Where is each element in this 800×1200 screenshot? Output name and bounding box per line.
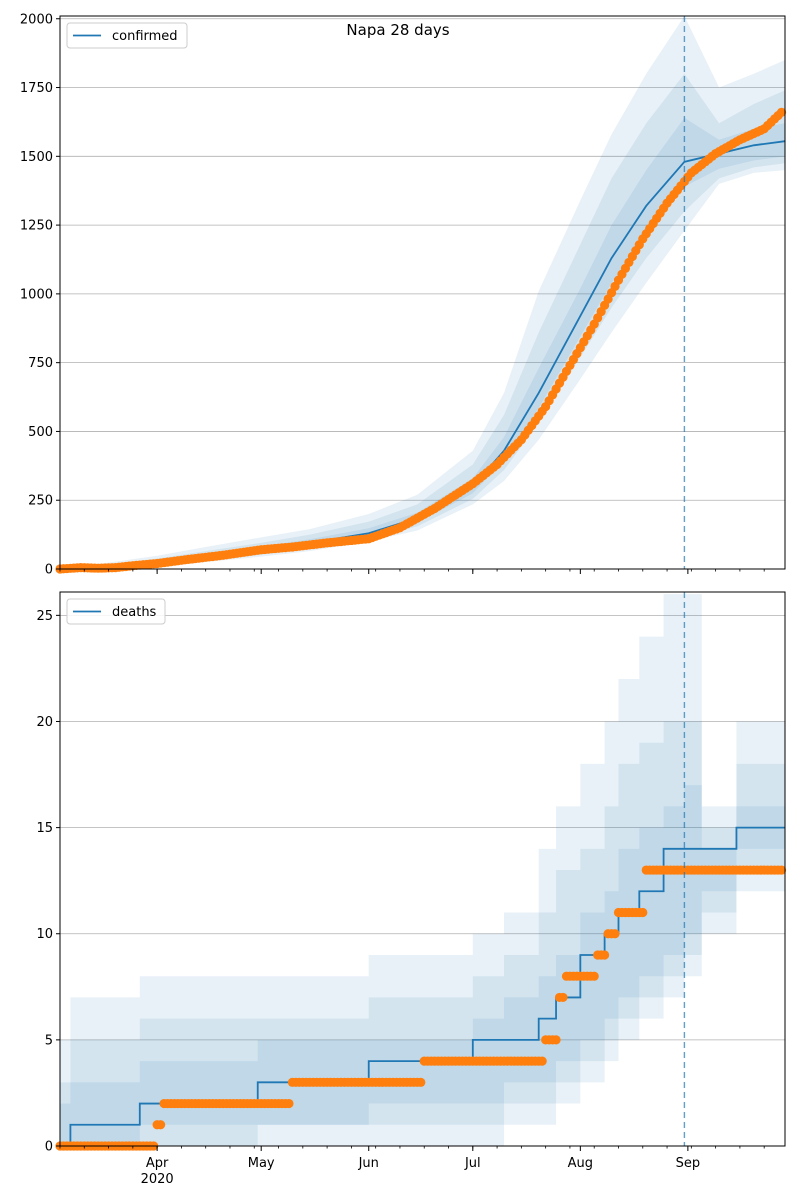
y-tick-label: 10 [36,927,53,942]
observed-point [776,107,787,117]
x-tick-sublabel: 2020 [141,1172,174,1187]
observed-points [55,865,787,1151]
y-tick-label: 1250 [20,219,53,234]
uncertainty-band-3 [60,785,785,1146]
y-tick-label: 750 [28,356,53,371]
observed-point [416,1077,426,1087]
axes-frame [59,15,786,570]
observed-point [155,1120,166,1130]
x-tick-label: Aug [568,1156,593,1171]
observed-point [558,992,568,1003]
legend-box [66,598,166,625]
y-tick-label: 2000 [20,12,53,27]
observed-point [776,865,787,875]
legend-box [66,22,188,49]
legend: deaths [66,598,166,625]
x-tick-label: Apr [146,1156,169,1171]
y-tick-label: 20 [36,715,53,730]
y-tick-label: 500 [28,425,53,440]
uncertainty-band-2 [60,73,785,569]
uncertainty-band-2 [60,721,785,1146]
y-tick-label: 15 [36,821,53,836]
uncertainty-band-1 [60,594,785,1146]
observed-point [537,1056,547,1066]
legend-label: deaths [112,605,157,620]
y-tick-label: 0 [45,563,53,578]
legend-label: confirmed [112,29,178,44]
axes-frame [59,591,786,1147]
x-tick-label: Jul [464,1156,481,1171]
x-tick-label: May [248,1156,275,1171]
confirmed-panel: 0 250 500 750 1000 1250 1500 1750 2000 confirmed [20,12,787,578]
y-tick-label: 25 [36,609,53,624]
observed-point [600,950,610,960]
y-tick-label: 0 [45,1140,53,1155]
y-tick-label: 1500 [20,150,53,165]
legend: confirmed [66,22,188,49]
x-tick-label: Jun [358,1156,379,1171]
x-tick-label: Sep [676,1156,701,1171]
observed-points [55,107,787,574]
observed-point [638,907,648,918]
uncertainty-band-3 [60,117,785,569]
figure-title: Napa 28 days [346,21,449,39]
observed-point [610,929,620,939]
y-tick-label: 1750 [20,81,53,96]
observed-point [551,1035,561,1045]
uncertainty-band-1 [60,16,785,569]
y-tick-label: 5 [45,1033,53,1048]
y-tick-label: 250 [28,494,53,509]
observed-point [284,1098,294,1109]
observed-point [589,971,599,981]
y-tick-label: 1000 [20,287,53,302]
